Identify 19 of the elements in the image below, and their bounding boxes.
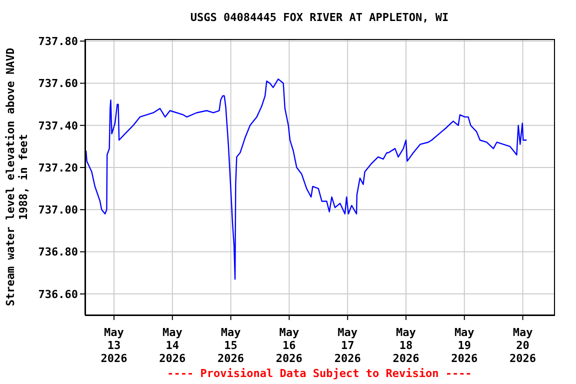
x-tick-label: May 13 2026: [100, 326, 128, 365]
y-tick-label: 736.60: [38, 288, 78, 301]
y-tick-label: 737.80: [38, 35, 78, 48]
x-tick-label: May 16 2026: [276, 326, 303, 365]
x-tick-label: May 20 2026: [510, 326, 536, 365]
x-tick-label: May 18 2026: [392, 326, 420, 365]
text: ---- Provisional Data Subject to Revision ----: [166, 367, 473, 380]
y-tick-label: 736.80: [38, 246, 78, 259]
x-tick-label: May 17 2026: [334, 326, 362, 365]
y-tick-label: 737.20: [38, 161, 78, 174]
chart-title: USGS 04084445 FOX RIVER AT APPLETON, WI: [189, 11, 450, 24]
x-tick-label: May 19 2026: [451, 326, 478, 365]
y-axis-title: Stream water level elevation above NAVD 1988, in feet: [4, 47, 30, 306]
y-tick-label: 737.00: [38, 204, 78, 217]
line-series: [85, 78, 528, 280]
y-tick-label: 737.60: [38, 77, 78, 90]
x-tick-label: May 14 2026: [159, 326, 186, 365]
x-tick-label: May 15 2026: [218, 326, 244, 365]
y-tick-label: 737.40: [38, 119, 78, 132]
